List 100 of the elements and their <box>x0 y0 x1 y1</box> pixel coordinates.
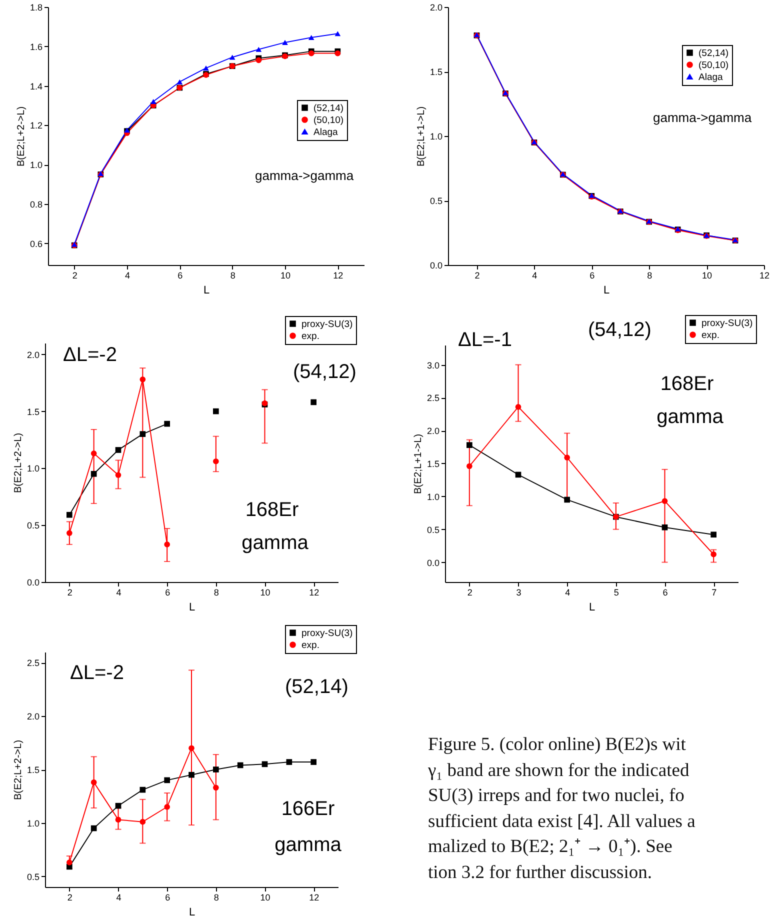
y-tick-label: 1.5 <box>430 67 442 77</box>
legend-label: Alaga <box>314 126 339 138</box>
x-tick-label: 2 <box>474 270 480 280</box>
x-tick-label: 2 <box>67 892 72 902</box>
y-tick-label: 0.5 <box>26 520 40 531</box>
x-axis-title: L <box>588 602 596 614</box>
y-tick-label: 1.5 <box>26 406 40 417</box>
x-tick-label: 10 <box>260 588 270 598</box>
text: SU(3) irreps and for two nuclei, fo <box>428 785 686 808</box>
legend-label: exp. <box>302 330 320 342</box>
x-tick-label: 10 <box>260 892 270 902</box>
x-tick-label: 8 <box>214 892 219 902</box>
x-tick-label: 10 <box>280 270 291 280</box>
x-tick-label: 12 <box>759 270 770 280</box>
y-tick-label: 0.6 <box>30 238 42 249</box>
x-tick-label: 4 <box>532 270 538 280</box>
y-tick-label: 1.5 <box>426 459 440 469</box>
text: malized to B(E2; 2₁⁺ → 0₁⁺). See <box>428 836 674 859</box>
y-tick-label: 1.0 <box>30 160 42 170</box>
y-tick-label: 2.0 <box>26 712 40 722</box>
y-tick-label: 1.8 <box>30 2 42 12</box>
annotation: gamma <box>274 834 342 856</box>
text: (54,12) <box>588 319 652 341</box>
legend-label: Alaga <box>698 72 724 83</box>
text: γ₁ band are shown for the indicated <box>428 760 690 782</box>
y-tick-label: 1.4 <box>30 81 42 92</box>
annotation: gamma <box>656 406 724 428</box>
legend-label: proxy-SU(3) <box>302 318 353 330</box>
y-tick-label: 2.5 <box>426 393 440 404</box>
y-tick-label: 0.8 <box>30 199 42 210</box>
y-tick-label: 1.0 <box>26 818 40 828</box>
annotation: 168Er <box>245 499 300 521</box>
y-tick-label: 2.0 <box>430 2 442 12</box>
y-tick-label: 1.5 <box>26 765 40 775</box>
y-tick-label: 1.0 <box>426 492 440 502</box>
text: tion 3.2 for further discussion. <box>428 862 654 884</box>
x-tick-label: 2 <box>72 270 78 280</box>
x-tick-label: 8 <box>230 270 236 280</box>
x-axis-title: L <box>203 284 210 296</box>
x-tick-label: 12 <box>309 892 320 902</box>
y-tick-label: 1.2 <box>30 120 42 131</box>
x-axis-title: L <box>188 906 196 918</box>
x-tick-label: 6 <box>590 270 595 280</box>
annotation: gamma->gamma <box>653 110 752 125</box>
x-axis-title: L <box>603 284 610 296</box>
text: sufficient data exist [4]. All values a <box>428 810 696 834</box>
legend-label: (52,14) <box>314 102 344 114</box>
y-axis-title: B(E2;L+2->L) <box>12 432 24 494</box>
x-tick-label: 6 <box>165 588 170 598</box>
x-tick-label: 4 <box>124 270 130 280</box>
y-axis-title: B(E2;L+1->L) <box>412 434 424 494</box>
y-tick-label: 0.0 <box>430 260 442 270</box>
x-tick-label: 5 <box>614 588 619 598</box>
x-tick-label: 8 <box>647 270 652 280</box>
legend-label: proxy-SU(3) <box>702 318 753 329</box>
legend-label: exp. <box>302 640 320 651</box>
x-tick-label: 7 <box>712 588 717 598</box>
y-tick-label: 0.5 <box>426 524 440 535</box>
y-axis-title: B(E2;L+2->L) <box>16 106 27 167</box>
y-tick-label: 0.5 <box>26 872 40 882</box>
y-tick-label: 0.0 <box>426 558 440 568</box>
annotation: ΔL=-2 <box>63 344 117 366</box>
annotation: ΔL=-2 <box>70 662 124 684</box>
caption: Figure 5. (color online) B(E2)s wit <box>428 734 687 757</box>
y-axis-title: B(E2;L+2->L) <box>12 740 24 800</box>
y-tick-label: 2.0 <box>26 350 40 360</box>
y-tick-label: 2.5 <box>26 658 40 668</box>
y-tick-label: 1.6 <box>30 42 42 52</box>
y-tick-label: 0.0 <box>26 578 40 588</box>
x-tick-label: 6 <box>178 270 183 280</box>
annotation: (52,14) <box>285 676 348 698</box>
y-tick-label: 1.0 <box>26 464 40 474</box>
annotation: gamma <box>242 532 310 554</box>
x-tick-label: 12 <box>333 270 344 280</box>
y-tick-label: 0.5 <box>430 196 442 206</box>
x-tick-label: 2 <box>467 588 472 598</box>
y-tick-label: 2.0 <box>426 426 440 436</box>
y-axis-title: B(E2;L+1->L) <box>416 106 427 167</box>
x-tick-label: 4 <box>565 588 570 598</box>
x-tick-label: 3 <box>516 588 522 598</box>
x-tick-label: 4 <box>116 588 122 598</box>
annotation: 166Er <box>281 798 336 820</box>
y-tick-label: 1.0 <box>430 132 442 142</box>
x-axis-title: L <box>188 602 196 614</box>
legend-label: (50,10) <box>314 114 344 126</box>
annotation: 168Er <box>660 373 714 395</box>
x-tick-label: 12 <box>309 588 320 598</box>
annotation: ΔL=-1 <box>458 329 512 351</box>
x-tick-label: 10 <box>702 270 712 280</box>
x-tick-label: 2 <box>67 588 72 598</box>
x-tick-label: 4 <box>116 892 122 902</box>
x-tick-label: 6 <box>165 892 170 902</box>
annotation: (54,12) <box>293 361 356 383</box>
x-tick-label: 8 <box>214 588 219 598</box>
annotation: gamma->gamma <box>255 168 354 183</box>
legend-label: (52,14) <box>698 48 729 59</box>
legend-label: proxy-SU(3) <box>302 628 353 639</box>
y-tick-label: 3.0 <box>426 360 440 370</box>
x-tick-label: 6 <box>662 588 668 598</box>
legend-label: (50,10) <box>698 60 729 71</box>
